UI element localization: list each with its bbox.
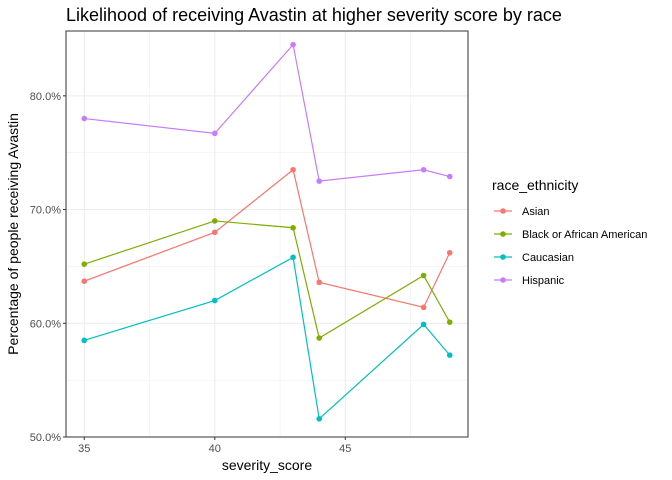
legend-key-point-caucasian [500, 254, 506, 260]
plot-panel [66, 31, 468, 437]
data-point-caucasian [316, 416, 323, 422]
legend-key-point-black-or-african-american [500, 231, 506, 237]
series-line-caucasian [84, 256, 451, 420]
data-point-caucasian [81, 337, 88, 344]
series-line-hispanic [84, 43, 450, 182]
plot-panel-border [65, 30, 469, 438]
series-line-asian [84, 168, 451, 309]
data-point-asian [81, 278, 88, 284]
data-point-black-or-african-american [446, 319, 453, 325]
y-tick-label: 80.0% [30, 91, 61, 103]
legend-label-asian: Asian [522, 206, 550, 218]
data-point-hispanic [446, 173, 453, 180]
data-point-asian [316, 279, 323, 286]
data-point-hispanic [420, 166, 427, 173]
x-axis: 35 40 45 [78, 437, 351, 455]
chart-title: Likelihood of receiving Avastin at highe… [66, 5, 562, 25]
data-point-asian [420, 304, 427, 311]
data-point-asian [446, 249, 453, 256]
x-tick-label: 35 [78, 443, 90, 455]
y-axis: 50.0% 60.0% 70.0% 80.0% [30, 91, 66, 444]
data-point-asian [211, 229, 218, 236]
data-point-hispanic [81, 115, 88, 122]
data-point-hispanic [211, 130, 218, 137]
legend-label-caucasian: Caucasian [522, 252, 574, 264]
data-point-caucasian [420, 321, 427, 328]
y-axis-title: Percentage of people receiving Avastin [5, 113, 21, 355]
legend-key-point-asian [500, 208, 506, 214]
series-lines [84, 43, 451, 420]
legend-label-black-or-african-american: Black or African American [522, 229, 647, 241]
data-point-caucasian [290, 254, 296, 261]
x-tick-label: 40 [209, 443, 221, 455]
legend: race_ethnicity Asian Black or African Ame… [492, 177, 647, 287]
data-point-black-or-african-american [420, 272, 427, 279]
y-tick-label: 60.0% [30, 318, 61, 330]
legend-label-hispanic: Hispanic [522, 275, 565, 287]
data-point-caucasian [211, 297, 218, 304]
y-tick-label: 70.0% [30, 205, 61, 217]
x-axis-title: severity_score [222, 457, 312, 473]
series-points [81, 41, 453, 422]
data-point-black-or-african-american [316, 335, 323, 341]
data-point-asian [290, 166, 296, 173]
data-point-hispanic [290, 41, 296, 48]
data-point-black-or-african-american [290, 224, 296, 231]
data-point-black-or-african-american [81, 261, 88, 267]
data-point-hispanic [316, 178, 323, 184]
x-tick-label: 45 [339, 443, 351, 455]
legend-title: race_ethnicity [492, 177, 578, 193]
legend-key-point-hispanic [500, 277, 506, 283]
series-line-black-or-african-american [84, 220, 451, 339]
y-tick-label: 50.0% [30, 432, 61, 444]
data-point-black-or-african-american [211, 218, 218, 224]
data-point-caucasian [446, 352, 453, 358]
